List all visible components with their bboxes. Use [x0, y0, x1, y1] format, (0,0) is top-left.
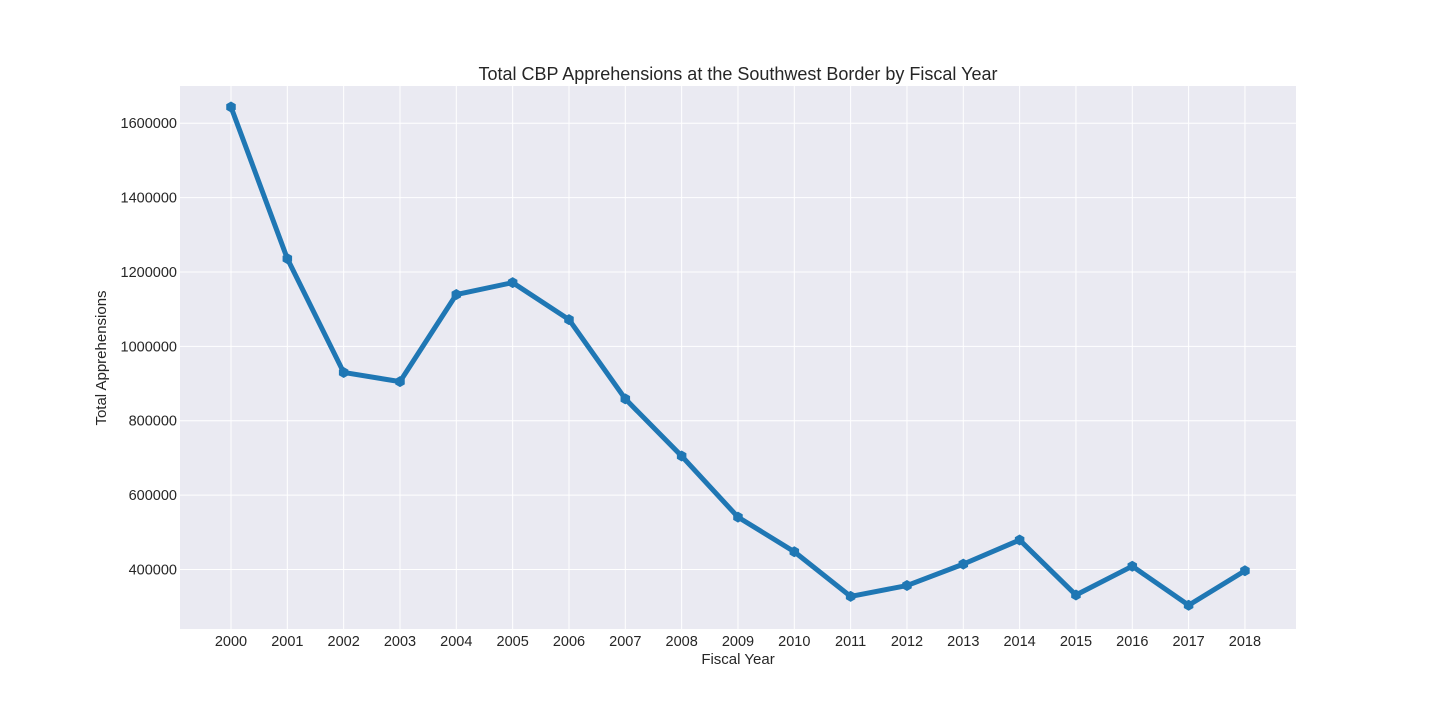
data-point — [226, 101, 236, 113]
x-axis-label: Fiscal Year — [701, 651, 774, 668]
data-point — [1071, 589, 1081, 601]
data-point — [733, 511, 743, 523]
x-tick-label: 2005 — [497, 634, 529, 650]
x-tick-label: 2002 — [328, 634, 360, 650]
data-point — [1014, 534, 1025, 546]
chart-title: Total CBP Apprehensions at the Southwest… — [479, 64, 998, 84]
data-point — [338, 366, 349, 378]
x-tick-label: 2001 — [271, 634, 303, 650]
data-point — [451, 289, 462, 301]
y-gridlines — [180, 122, 1296, 570]
data-point — [1183, 599, 1194, 611]
data-point — [564, 314, 574, 326]
x-tick-label: 2007 — [609, 634, 641, 650]
x-tick-label: 2010 — [778, 634, 810, 650]
x-gridlines — [230, 86, 1246, 629]
y-tick-label: 800000 — [129, 414, 177, 430]
data-point — [282, 253, 293, 265]
data-point — [845, 590, 856, 602]
x-tick-label: 2008 — [666, 634, 698, 650]
x-tick-label: 2013 — [947, 634, 979, 650]
x-tick-label: 2018 — [1229, 634, 1261, 650]
x-tick-labels: 2000 2001 2002 2003 2004 2005 2006 2007 2008 2009… — [215, 634, 1261, 650]
data-point — [902, 580, 912, 592]
y-tick-label: 1400000 — [121, 191, 177, 207]
y-tick-label: 1600000 — [121, 116, 177, 132]
data-point — [676, 450, 687, 462]
x-tick-label: 2014 — [1003, 634, 1035, 650]
x-tick-label: 2015 — [1060, 634, 1092, 650]
x-tick-label: 2004 — [440, 634, 472, 650]
x-tick-label: 2009 — [722, 634, 754, 650]
y-tick-label: 1200000 — [121, 265, 177, 281]
x-tick-label: 2011 — [835, 634, 866, 650]
x-tick-label: 2000 — [215, 634, 247, 650]
data-point — [958, 558, 969, 570]
data-point — [1240, 565, 1250, 577]
y-tick-label: 1000000 — [121, 339, 177, 355]
x-tick-label: 2016 — [1116, 634, 1148, 650]
x-tick-label: 2003 — [384, 634, 416, 650]
y-tick-label: 400000 — [129, 562, 177, 578]
y-tick-labels: 400000 600000 800000 1000000 1200000 1400000 1… — [121, 116, 177, 578]
data-point — [395, 376, 405, 388]
data-point — [507, 277, 518, 289]
data-point — [789, 546, 800, 558]
x-tick-label: 2006 — [553, 634, 585, 650]
y-axis-label: Total Apprehensions — [93, 290, 110, 425]
x-tick-label: 2017 — [1172, 634, 1204, 650]
x-tick-label: 2012 — [891, 634, 923, 650]
series-layer — [226, 101, 1250, 611]
y-tick-label: 600000 — [129, 488, 177, 504]
data-point — [1127, 560, 1138, 572]
data-point — [620, 393, 631, 405]
